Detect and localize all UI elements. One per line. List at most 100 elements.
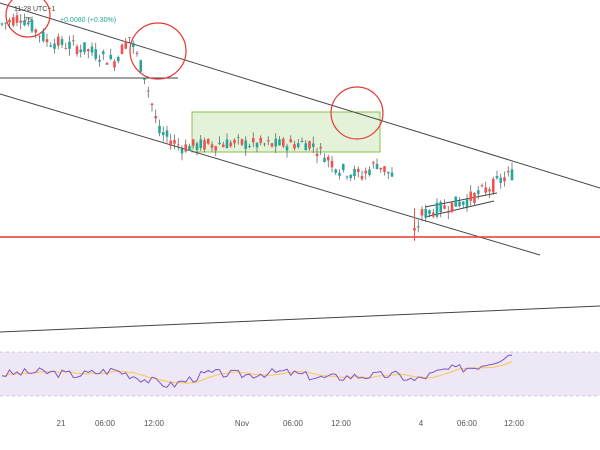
candle xyxy=(64,48,68,49)
candle xyxy=(484,187,488,193)
candle xyxy=(188,145,191,151)
candle xyxy=(379,167,383,170)
candle xyxy=(86,49,90,52)
candle xyxy=(195,143,199,151)
x-tick-label: 06:00 xyxy=(283,419,304,428)
candle xyxy=(326,156,330,161)
x-tick-label: Nov xyxy=(235,419,249,428)
candle xyxy=(169,140,173,146)
candle xyxy=(446,211,450,213)
candles-layer xyxy=(0,11,514,241)
candle xyxy=(240,139,244,145)
candle xyxy=(154,116,158,119)
candle xyxy=(199,139,203,149)
candle xyxy=(49,45,53,47)
candle xyxy=(338,172,341,176)
candle xyxy=(56,36,60,46)
candle xyxy=(510,169,514,181)
candle xyxy=(499,177,503,183)
candle xyxy=(356,168,360,173)
candle xyxy=(206,138,210,144)
candle xyxy=(98,59,101,62)
candle xyxy=(135,52,139,55)
candle xyxy=(368,169,371,176)
candle xyxy=(180,148,184,154)
annotation-layer xyxy=(0,0,600,333)
candle xyxy=(8,19,11,23)
candle xyxy=(225,139,229,149)
candle xyxy=(41,31,45,41)
candle xyxy=(458,201,461,207)
candle xyxy=(150,103,154,106)
candle xyxy=(128,36,131,38)
candle xyxy=(26,22,30,25)
candle xyxy=(143,78,146,80)
candle xyxy=(375,163,379,169)
candle xyxy=(311,143,315,147)
candle xyxy=(424,208,428,218)
candle xyxy=(278,139,281,146)
candle xyxy=(131,42,135,48)
candle xyxy=(431,212,435,217)
candle xyxy=(274,138,278,147)
candle xyxy=(165,130,169,137)
candle xyxy=(473,193,476,203)
candle xyxy=(15,15,19,23)
candle xyxy=(281,138,285,147)
candle xyxy=(83,42,86,53)
x-tick-label: 12:00 xyxy=(144,419,165,428)
candle xyxy=(203,140,206,150)
candle xyxy=(300,140,304,143)
candle xyxy=(120,44,124,55)
candle xyxy=(293,144,296,149)
candle xyxy=(503,177,506,182)
candle xyxy=(285,146,289,151)
candle xyxy=(244,140,248,149)
candle xyxy=(210,144,214,148)
candle xyxy=(383,166,386,172)
candle xyxy=(255,142,259,148)
candle xyxy=(248,145,251,148)
candle xyxy=(184,144,188,152)
candle xyxy=(75,46,79,55)
candle xyxy=(450,202,454,212)
candle xyxy=(90,46,94,53)
channel-lower-line xyxy=(0,93,541,256)
candle xyxy=(139,60,143,72)
candle xyxy=(443,205,446,209)
candle xyxy=(11,17,15,26)
highlight-circle xyxy=(5,0,51,38)
candle xyxy=(124,40,128,49)
candle xyxy=(34,29,38,33)
long-trendline xyxy=(0,305,600,333)
candle xyxy=(116,57,120,62)
candle xyxy=(345,176,349,178)
candle xyxy=(390,172,394,177)
candle xyxy=(428,210,431,215)
candle xyxy=(94,49,98,59)
candle xyxy=(416,226,420,228)
rsi-line xyxy=(1,354,513,388)
candle xyxy=(266,140,270,142)
candle xyxy=(221,144,225,148)
candle xyxy=(323,157,326,162)
candle xyxy=(191,139,195,146)
candle xyxy=(173,139,176,144)
candle xyxy=(491,178,495,193)
candle xyxy=(0,23,4,25)
candle xyxy=(259,137,263,143)
candle xyxy=(161,132,165,136)
candle xyxy=(364,170,368,174)
candle xyxy=(263,143,266,145)
candle xyxy=(30,19,34,32)
candle xyxy=(296,143,300,148)
candle xyxy=(23,20,26,26)
x-tick-label: 06:00 xyxy=(95,419,116,428)
candle xyxy=(386,171,390,174)
header-change: +0.0080 (+0.30%) xyxy=(60,17,116,24)
candle xyxy=(454,196,458,207)
candle xyxy=(105,62,109,65)
candle xyxy=(158,125,161,134)
candle xyxy=(218,142,221,145)
